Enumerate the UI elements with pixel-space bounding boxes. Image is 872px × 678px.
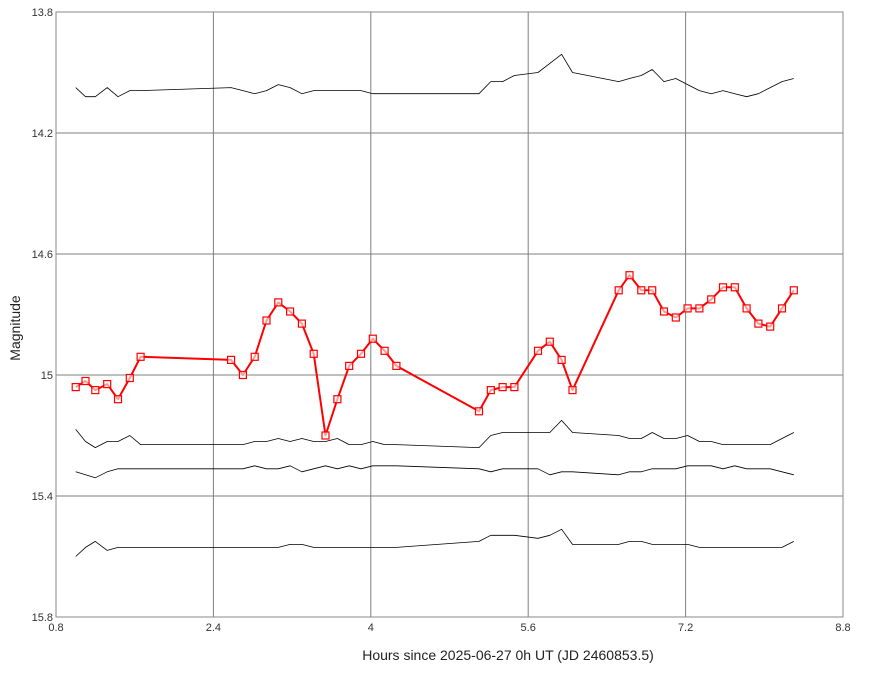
data-point-marker [227,355,236,364]
data-point-marker [238,370,247,380]
tick-labels: 0.8 2.4 4 5.6 7.2 8.8 13.8 14.2 14.6 15 15.4 15.8 [32,7,851,634]
x-axis-title: Hours since 2025-06-27 0h UT (JD 2460853… [362,647,654,663]
y-tick-label: 14.6 [32,249,53,261]
data-point-marker [637,286,646,295]
data-point-marker [625,271,634,280]
y-axis-title: Magnitude [7,295,23,361]
data-point-marker [742,304,751,313]
data-point-marker [510,383,519,392]
data-point-marker [345,361,354,370]
data-point-marker [557,355,566,364]
data-point-marker [718,283,728,292]
data-point-marker [486,386,495,395]
y-tick-label: 15.8 [32,612,53,624]
comparison-series-line-3 [75,465,794,479]
data-point-marker [103,380,112,389]
data-point-marker [113,395,123,404]
data-point-marker [545,337,554,346]
data-point-marker [533,346,543,355]
x-tick-label: 2.4 [206,622,221,634]
x-tick-label: 5.6 [521,622,536,634]
data-point-marker [568,386,577,395]
data-point-marker [659,307,669,316]
comparison-series-line-1 [75,53,794,98]
y-tick-label: 13.8 [32,7,53,19]
data-point-marker [356,349,366,358]
data-point-marker [789,286,798,295]
data-point-marker [81,376,90,386]
data-point-marker [648,286,657,295]
x-tick-label: 4 [368,622,374,634]
data-point-marker [250,352,259,361]
data-point-marker [321,431,330,440]
data-point-marker [136,352,145,361]
series-layer [71,53,798,557]
data-point-marker [91,386,100,395]
data-point-marker [614,286,623,295]
data-point-marker [766,322,775,331]
data-point-marker [777,304,787,313]
data-point-marker [498,383,507,392]
comparison-series-line-2 [75,419,794,449]
data-point-marker [297,319,306,328]
data-point-marker [730,283,739,292]
data-point-marker [274,298,283,307]
data-point-marker [286,307,295,316]
data-point-marker [380,346,389,355]
data-point-marker [671,313,680,322]
data-point-marker [683,304,692,313]
x-tick-label: 8.8 [835,622,850,634]
y-tick-label: 15 [41,370,53,382]
comparison-series-line-4 [75,528,794,557]
data-point-marker [695,304,704,313]
data-point-marker [262,316,271,325]
data-point-marker [368,334,377,343]
data-point-marker [754,319,763,328]
data-point-marker [474,407,484,416]
data-point-marker [309,349,318,358]
plot-frame [55,11,844,618]
y-tick-label: 15.4 [32,491,53,503]
data-point-marker [125,373,134,383]
target-series-line [75,274,795,437]
grid-layer [55,11,844,618]
x-tick-label: 7.2 [678,622,693,634]
data-point-marker [707,295,716,304]
y-tick-label: 14.2 [32,128,53,140]
x-tick-label: 0.8 [48,622,63,634]
data-point-marker [71,383,80,392]
data-point-marker [333,395,342,404]
data-point-marker [392,361,401,370]
